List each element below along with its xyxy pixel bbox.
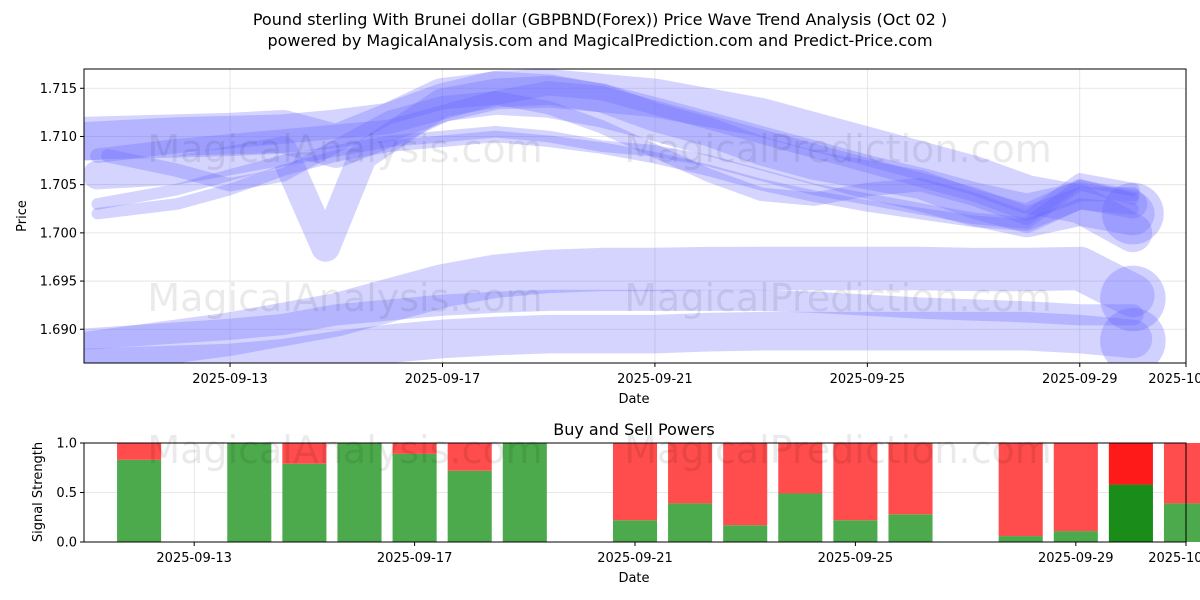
price-wave-bands — [84, 69, 1166, 363]
upper-wave-band-6 — [84, 71, 1155, 238]
buy-bar — [447, 470, 492, 542]
sell-bar — [447, 443, 492, 471]
sell-bar — [723, 443, 768, 526]
sell-bar — [392, 443, 437, 454]
chart-title-line1: Pound sterling With Brunei dollar (GBPBN… — [252, 10, 948, 29]
sell-bar — [778, 443, 823, 494]
sell-bar — [1053, 443, 1098, 532]
sell-bar — [668, 443, 713, 504]
price-x-tick-label: 2025-10-01 — [1148, 372, 1200, 387]
signal-x-tick-label: 2025-09-21 — [597, 551, 673, 566]
price-y-tick-label: 1.715 — [40, 82, 77, 97]
watermark-analysis-mid: MagicalAnalysis.com — [147, 276, 542, 320]
price-y-tick-label: 1.705 — [40, 178, 77, 193]
lower-wave-band-0 — [84, 246, 1155, 363]
buy-bar — [833, 520, 878, 542]
price-y-ticks: 1.690 1.695 1.700 1.705 1.710 1.715 — [40, 82, 84, 338]
sell-bar — [888, 443, 933, 515]
buy-bar — [117, 459, 162, 542]
lower-wave-band-2 — [84, 311, 1153, 363]
price-chart-panel: MagicalAnalysis.com MagicalPrediction.co… — [15, 68, 1200, 407]
band-end-cap-0 — [1102, 182, 1164, 245]
sell-bar — [1108, 443, 1153, 485]
buy-bar — [282, 463, 327, 542]
price-x-tick-label: 2025-09-17 — [405, 372, 481, 387]
watermark-prediction-mid: MagicalPrediction.com — [624, 276, 1052, 320]
signal-y-tick-label: 0.0 — [56, 536, 77, 551]
signal-x-tick-label: 2025-10-01 — [1148, 551, 1200, 566]
signal-bars — [117, 443, 1200, 542]
price-x-tick-label: 2025-09-25 — [830, 372, 906, 387]
buy-bar — [392, 453, 437, 542]
buy-bar — [778, 493, 823, 542]
upper-wave-band-1 — [90, 81, 1141, 221]
price-y-axis-label: Price — [15, 200, 30, 232]
sell-bar — [612, 443, 658, 521]
sell-bar — [1163, 443, 1200, 504]
signal-x-axis-label: Date — [618, 571, 649, 586]
sell-bar — [833, 443, 878, 521]
watermark-prediction-top: MagicalPrediction.com — [624, 127, 1052, 171]
buy-bar — [888, 514, 933, 542]
buy-bar — [1108, 484, 1153, 542]
signal-x-tick-label: 2025-09-13 — [156, 551, 232, 566]
signal-y-ticks: 0.0 0.5 1.0 — [56, 437, 84, 551]
signal-x-tick-label: 2025-09-25 — [818, 551, 894, 566]
band-end-cap-1 — [1100, 265, 1166, 332]
signal-x-ticks: 2025-09-13 2025-09-17 2025-09-21 2025-09-25… — [156, 542, 1200, 566]
upper-wave-band-3 — [91, 130, 1139, 231]
watermark-prediction-bottom: MagicalPrediction.com — [624, 428, 1052, 472]
buy-bar — [502, 443, 547, 542]
upper-wave-band-2 — [91, 125, 1139, 229]
band-end-cap-2 — [1100, 308, 1166, 363]
chart-title-line2: powered by MagicalAnalysis.com and Magic… — [267, 31, 933, 50]
lower-wave-band-1 — [84, 289, 1144, 350]
buy-bar — [612, 520, 658, 542]
sell-bar — [998, 443, 1043, 537]
buy-bar — [1053, 531, 1098, 542]
signal-x-tick-label: 2025-09-17 — [377, 551, 453, 566]
price-y-tick-label: 1.695 — [40, 275, 77, 290]
upper-wave-band-4 — [101, 91, 1140, 226]
signal-y-tick-label: 0.5 — [56, 486, 77, 501]
buy-bar — [998, 536, 1043, 542]
price-plot-frame — [83, 68, 1187, 364]
buy-bar — [1163, 503, 1200, 542]
upper-wave-band-0 — [84, 69, 1153, 253]
price-watermarks: MagicalAnalysis.com MagicalPrediction.co… — [147, 127, 1051, 320]
buy-bar — [227, 443, 272, 542]
buy-bar — [668, 503, 713, 542]
price-x-axis-label: Date — [618, 392, 649, 407]
watermark-analysis-bottom: MagicalAnalysis.com — [147, 428, 542, 472]
price-x-tick-label: 2025-09-21 — [617, 372, 693, 387]
watermark-analysis-top: MagicalAnalysis.com — [147, 127, 542, 171]
sell-bar — [282, 443, 327, 464]
signal-watermarks: MagicalAnalysis.com MagicalPrediction.co… — [147, 428, 1051, 472]
upper-wave-band-5 — [84, 75, 1148, 262]
signal-chart-panel: Buy and Sell Powers MagicalAnalysis.com … — [31, 420, 1200, 586]
signal-x-tick-label: 2025-09-29 — [1038, 551, 1114, 566]
price-x-tick-label: 2025-09-13 — [192, 372, 268, 387]
signal-y-axis-label: Signal Strength — [31, 442, 46, 542]
buy-bar — [723, 525, 768, 542]
price-y-tick-label: 1.690 — [40, 323, 77, 338]
price-y-tick-label: 1.700 — [40, 226, 77, 241]
sell-bar — [117, 443, 162, 460]
price-plot-area — [84, 69, 1186, 363]
signal-y-tick-label: 1.0 — [56, 437, 77, 452]
signal-chart-title: Buy and Sell Powers — [553, 420, 715, 439]
price-x-tick-label: 2025-09-29 — [1042, 372, 1118, 387]
price-y-tick-label: 1.710 — [40, 130, 77, 145]
buy-bar — [337, 443, 382, 542]
price-x-ticks: 2025-09-13 2025-09-17 2025-09-21 2025-09-25… — [192, 363, 1200, 387]
